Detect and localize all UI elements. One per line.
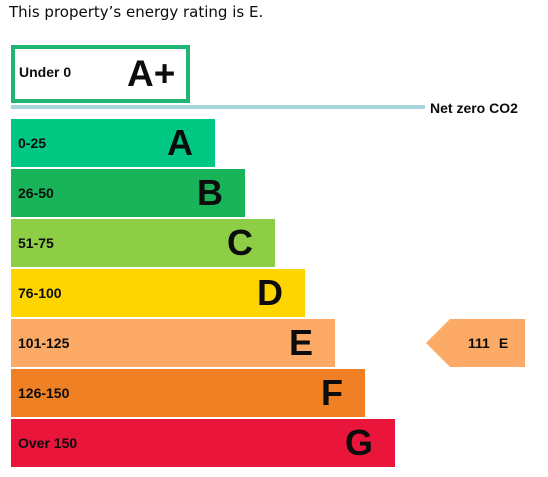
- band-d-letter: D: [257, 272, 283, 313]
- band-e: 101-125 E: [11, 319, 335, 367]
- band-a: 0-25 A: [11, 119, 215, 167]
- summary-prefix: This property’s energy rating is: [9, 3, 249, 21]
- band-a-range: 0-25: [18, 135, 47, 151]
- band-d: 76-100 D: [11, 269, 305, 317]
- band-b-letter: B: [197, 172, 223, 213]
- marker-arrow-shape: [426, 319, 525, 367]
- band-a-letter: A: [167, 122, 193, 163]
- band-e-range: 101-125: [18, 335, 70, 351]
- current-letter: E: [498, 335, 509, 351]
- band-a-plus-range: Under 0: [19, 64, 72, 80]
- band-a-plus-letter: A+: [127, 53, 176, 94]
- band-f: 126-150 F: [11, 369, 365, 417]
- energy-rating-summary: This property’s energy rating is E.: [9, 2, 263, 22]
- band-c-letter: C: [227, 222, 253, 263]
- summary-suffix: .: [258, 3, 264, 21]
- band-b-range: 26-50: [18, 185, 54, 201]
- net-zero-line: [11, 105, 425, 109]
- band-g: Over 150 G: [11, 419, 395, 467]
- band-c: 51-75 C: [11, 219, 275, 267]
- marker-label: 111 E: [468, 334, 508, 352]
- current-score: 111: [468, 335, 490, 351]
- band-b: 26-50 B: [11, 169, 245, 217]
- band-g-letter: G: [344, 422, 373, 463]
- current-rating-marker: 111 E: [426, 319, 525, 367]
- band-e-letter: E: [288, 322, 313, 363]
- band-a-plus: Under 0 A+: [11, 45, 190, 103]
- band-f-range: 126-150: [18, 385, 70, 401]
- summary-rating: E: [248, 3, 259, 21]
- band-d-range: 76-100: [18, 285, 62, 301]
- net-zero-label: Net zero CO2: [430, 100, 518, 116]
- band-g-range: Over 150: [18, 435, 78, 451]
- band-f-letter: F: [321, 372, 343, 413]
- band-c-range: 51-75: [18, 235, 54, 251]
